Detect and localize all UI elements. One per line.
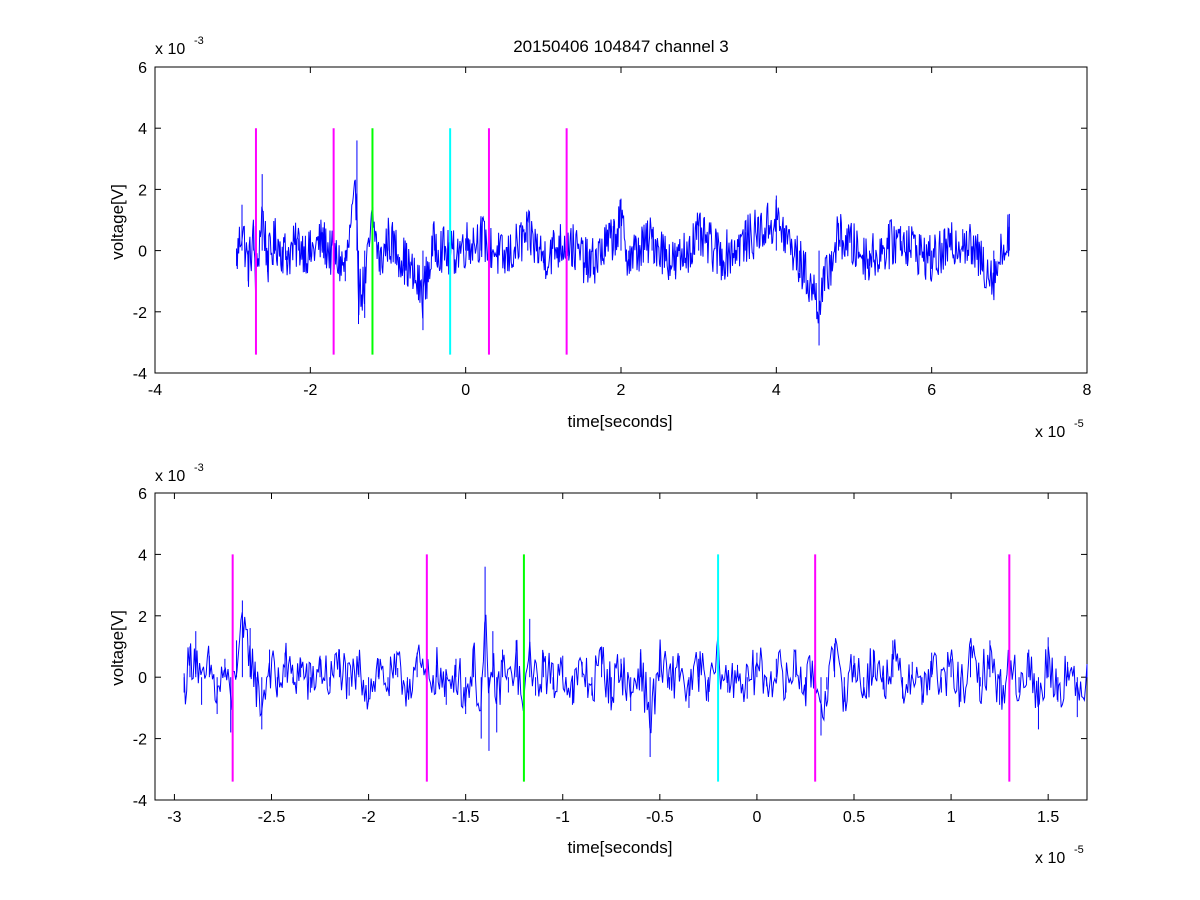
- bottom-plot-panel: x 10 -3 -3 -2.5 -2 -1.5 -1 -0.5 0 0.5 1 1.5 -4 -2 0 2…: [108, 462, 1088, 867]
- bottom-x-tick-label: -0.5: [646, 809, 674, 826]
- top-x-tick-label: 8: [1083, 382, 1092, 399]
- top-y-axis-label: voltage[V]: [108, 184, 127, 260]
- top-x-multiplier-exponent: -5: [1074, 418, 1084, 430]
- bottom-x-multiplier-base: x 10: [1035, 850, 1065, 867]
- bottom-y-tick-label: 0: [138, 670, 147, 687]
- plot-title: 20150406 104847 channel 3: [513, 37, 729, 56]
- bottom-y-tick-label: -2: [133, 732, 147, 749]
- bottom-x-tick-label: 0.5: [843, 809, 865, 826]
- bottom-plot-area: -3 -2.5 -2 -1.5 -1 -0.5 0 0.5 1 1.5 -4 -2 0 2 4 6: [133, 486, 1088, 826]
- bottom-y-tick-label: -4: [133, 793, 147, 810]
- top-x-multiplier-base: x 10: [1035, 424, 1065, 441]
- top-x-tick-label: 0: [461, 382, 470, 399]
- top-y-tick-label: 6: [138, 60, 147, 77]
- top-y-tick-label: 4: [138, 121, 147, 138]
- bottom-x-tick-label: -1.5: [452, 809, 480, 826]
- bottom-x-tick-label: -3: [167, 809, 181, 826]
- top-y-tick-label: -4: [133, 366, 147, 383]
- bottom-x-axis-label: time[seconds]: [568, 838, 673, 857]
- bottom-axes-box: [154, 492, 1088, 801]
- top-x-tick-label: -2: [303, 382, 317, 399]
- bottom-x-tick-label: 1.5: [1037, 809, 1059, 826]
- bottom-x-multiplier-exponent: -5: [1074, 844, 1084, 856]
- top-y-tick-label: 2: [138, 182, 147, 199]
- top-y-tick-label: -2: [133, 305, 147, 322]
- top-y-multiplier: x 10 -3: [155, 35, 204, 58]
- top-x-tick-label: 2: [617, 382, 626, 399]
- bottom-x-tick-label: 0: [752, 809, 761, 826]
- bottom-y-tick-label: 4: [138, 547, 147, 564]
- bottom-y-axis-label: voltage[V]: [108, 610, 127, 686]
- bottom-x-tick-label: -2: [361, 809, 375, 826]
- top-x-tick-label: -4: [148, 382, 162, 399]
- bottom-y-tick-label: 2: [138, 609, 147, 626]
- top-x-tick-label: 6: [927, 382, 936, 399]
- bottom-y-tick-label: 6: [138, 486, 147, 503]
- top-x-axis-label: time[seconds]: [568, 412, 673, 431]
- bottom-y-multiplier-base: x 10: [155, 468, 185, 485]
- bottom-x-tick-label: -1: [556, 809, 570, 826]
- bottom-voltage-series: [183, 612, 1088, 734]
- bottom-y-multiplier-exponent: -3: [194, 462, 204, 474]
- top-voltage-series: [236, 179, 1010, 324]
- top-y-multiplier-base: x 10: [155, 41, 185, 58]
- top-plot-area: -4 -2 0 2 4 6 8 -4 -2 0 2 4 6: [133, 60, 1092, 399]
- top-y-multiplier-exponent: -3: [194, 35, 204, 47]
- top-y-tick-label: 0: [138, 244, 147, 261]
- bottom-x-tick-label: 1: [947, 809, 956, 826]
- top-x-multiplier: x 10 -5: [1035, 418, 1084, 441]
- top-plot-panel: 20150406 104847 channel 3 x 10 -3 -4 -2 0 2…: [108, 35, 1092, 441]
- top-x-tick-label: 4: [772, 382, 781, 399]
- bottom-y-multiplier: x 10 -3: [155, 462, 204, 485]
- bottom-x-multiplier: x 10 -5: [1035, 844, 1084, 867]
- bottom-x-tick-label: -2.5: [258, 809, 286, 826]
